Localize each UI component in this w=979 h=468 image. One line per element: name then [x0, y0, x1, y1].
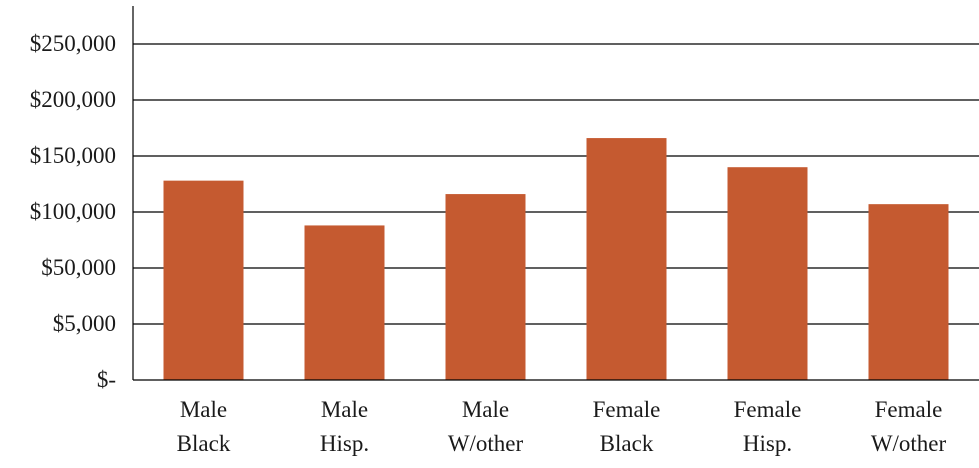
bars — [163, 138, 949, 380]
x-tick-label: W/other — [448, 431, 524, 456]
bar — [727, 167, 808, 380]
x-tick-label: Hisp. — [743, 431, 792, 456]
y-tick-label: $100,000 — [30, 199, 116, 224]
y-tick-label: $250,000 — [30, 31, 116, 56]
bar — [163, 180, 244, 380]
y-tick-label: $200,000 — [30, 87, 116, 112]
y-tick-labels: $- $5,000 $50,000 $100,000 $150,000 $200,000 $… — [30, 31, 116, 392]
x-tick-label: Hisp. — [320, 431, 369, 456]
y-tick-label: $50,000 — [41, 255, 116, 280]
x-tick-label: Male — [180, 397, 227, 422]
x-tick-label: Female — [593, 397, 661, 422]
x-tick-label: Male — [321, 397, 368, 422]
bar — [868, 204, 949, 380]
x-tick-label: Female — [875, 397, 943, 422]
y-tick-label: $150,000 — [30, 143, 116, 168]
y-tick-label: $- — [97, 367, 116, 392]
gridlines — [133, 43, 979, 325]
x-tick-label: W/other — [871, 431, 947, 456]
x-tick-label: Black — [177, 431, 231, 456]
x-tick-label: Female — [734, 397, 802, 422]
x-tick-label: Male — [462, 397, 509, 422]
bar — [304, 225, 385, 380]
axes — [132, 6, 979, 381]
bar — [586, 138, 667, 380]
y-tick-label: $5,000 — [53, 311, 116, 336]
bar — [445, 194, 526, 380]
x-tick-label: Black — [600, 431, 654, 456]
x-tick-labels: Male Black Male Hisp. Male W/other Female Black… — [177, 397, 947, 456]
